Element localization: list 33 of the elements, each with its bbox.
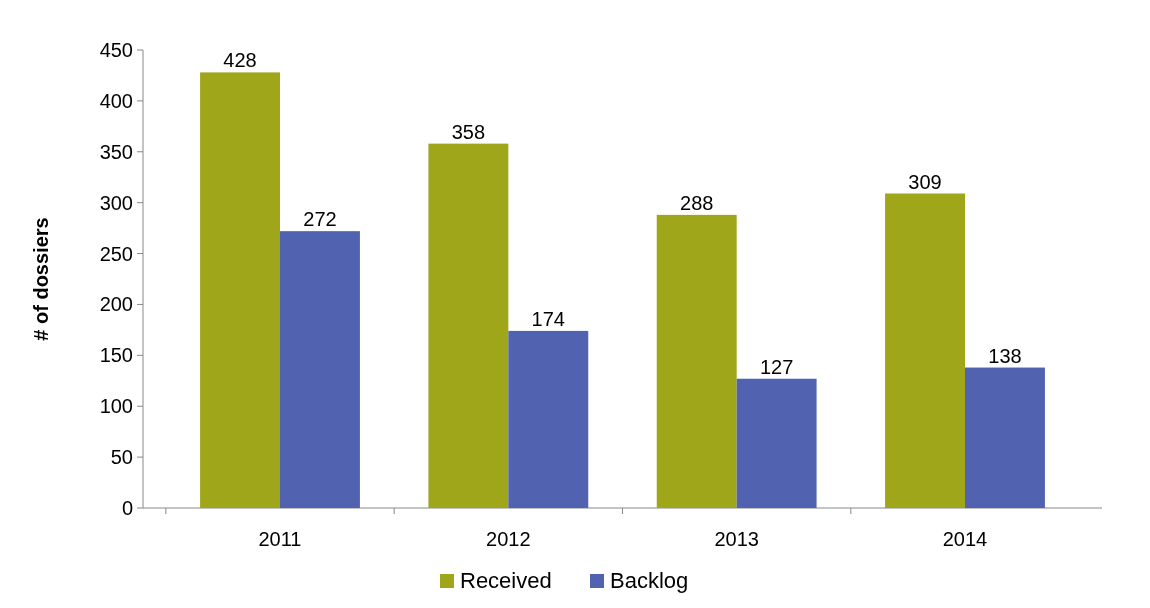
legend-label: Received [460,568,552,593]
data-label: 358 [451,120,486,143]
data-label: 288 [680,191,714,214]
data-label: 428 [223,49,257,72]
y-tick-label: 400 [99,89,133,112]
data-label: 309 [908,170,942,193]
bar [885,193,965,508]
data-label: 272 [303,208,337,231]
legend-label: Backlog [610,568,689,593]
bar [508,330,589,508]
y-tick-label: 50 [110,446,133,469]
x-tick-label: 2012 [486,528,531,550]
y-tick-label: 450 [99,39,133,61]
y-tick-label: 0 [121,497,133,519]
bar [965,367,1045,508]
data-label: 138 [988,344,1022,367]
bar [428,143,509,508]
y-tick-label: 300 [99,191,133,214]
bar [656,214,737,508]
y-tick-label: 350 [99,140,133,163]
y-tick-label: 150 [99,344,133,367]
bar [280,231,360,508]
data-label: 174 [531,307,565,330]
bar [736,378,817,508]
y-tick-label: 100 [99,395,133,418]
y-tick-label: 200 [99,293,133,316]
x-tick-label: 2013 [714,528,759,550]
x-tick-label: 2011 [258,528,302,550]
y-tick-label: 250 [99,242,133,265]
bar [200,72,280,508]
data-label: 127 [759,355,794,378]
y-axis-title: # of dossiers [30,217,52,341]
x-tick-label: 2014 [942,528,988,550]
